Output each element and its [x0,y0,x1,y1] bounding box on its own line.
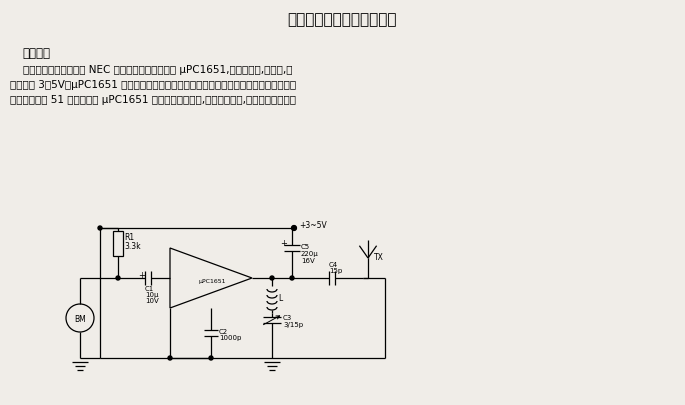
Circle shape [292,226,296,230]
Text: C4: C4 [329,262,338,268]
Text: 16V: 16V [301,258,314,264]
Text: C3: C3 [283,315,292,321]
Circle shape [168,356,172,360]
Circle shape [116,276,120,280]
Text: BM: BM [74,315,86,324]
Text: TX: TX [374,254,384,262]
Text: 实用电路如图 51 所示。由于 μPC1651 其内部有两级放大,不易产生自激,工作时十分稳定。: 实用电路如图 51 所示。由于 μPC1651 其内部有两级放大,不易产生自激,… [10,95,296,105]
Text: 简单微型集成调频无线话筒: 简单微型集成调频无线话筒 [287,12,397,27]
Circle shape [209,356,213,360]
Text: 工作原理: 工作原理 [22,47,50,60]
Circle shape [98,226,102,230]
Text: 3/15p: 3/15p [283,322,303,328]
Text: +3~5V: +3~5V [299,222,327,230]
Text: 220μ: 220μ [301,251,319,257]
Text: +: + [138,271,145,279]
Text: 3.3k: 3.3k [124,242,140,251]
Text: L: L [278,294,282,303]
Text: 本话筒由于采用了日本 NEC 的超高频放大集成电路 μPC1651,其性能稳定,增益高,工: 本话筒由于采用了日本 NEC 的超高频放大集成电路 μPC1651,其性能稳定,… [10,65,292,75]
Text: 10V: 10V [145,298,159,304]
Text: C5: C5 [301,244,310,250]
Bar [113,231,123,256]
Circle shape [290,276,294,280]
Text: 15p: 15p [329,268,342,274]
Text: 10μ: 10μ [145,292,158,298]
Text: R1: R1 [124,233,134,242]
Text: +: + [280,239,287,247]
Text: C2: C2 [219,329,228,335]
Circle shape [270,276,274,280]
Text: C1: C1 [145,286,154,292]
Text: μPC1651: μPC1651 [199,279,227,284]
Text: 1000p: 1000p [219,335,241,341]
Text: 作电源在 3～5V。μPC1651 是一种应用极为广泛的高性能超高频宽带低噪音放大集成电路。: 作电源在 3～5V。μPC1651 是一种应用极为广泛的高性能超高频宽带低噪音放… [10,80,296,90]
